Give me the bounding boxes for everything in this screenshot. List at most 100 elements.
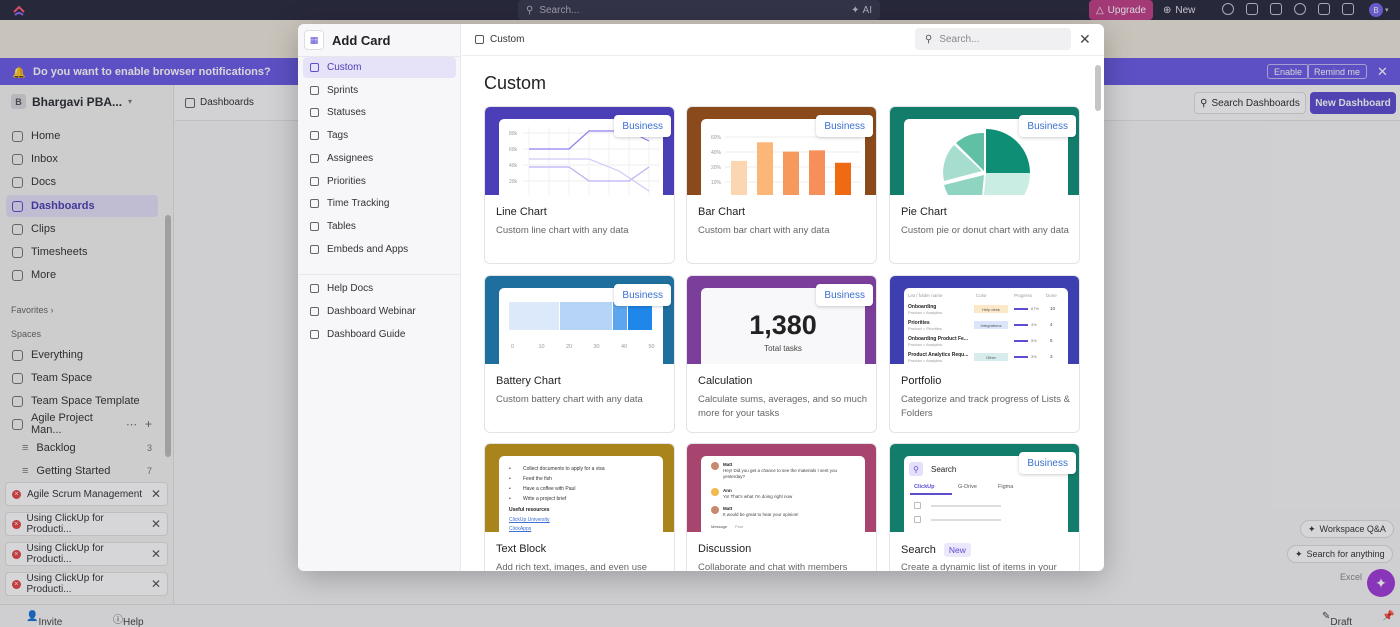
check-circle-icon[interactable] — [1222, 3, 1234, 15]
excel-chip[interactable]: Excel — [1340, 572, 1363, 582]
ai-fab-button[interactable]: ✦ — [1367, 569, 1395, 597]
card-line-chart[interactable]: 80k 60k 40k 20k Business Line Chart Custom lin… — [484, 106, 675, 264]
close-icon[interactable]: ✕ — [150, 487, 161, 501]
more-dots-icon[interactable]: ⋯ — [125, 418, 137, 431]
close-icon[interactable]: ✕ — [150, 547, 161, 561]
space-icon — [12, 372, 23, 384]
card-text-block[interactable]: • Collect documents to apply for a visa • F… — [484, 443, 675, 571]
plus-icon[interactable]: + — [144, 417, 152, 431]
card-search[interactable]: ⚲ Search ClickUp G-Drive Figma Business Search… — [889, 443, 1080, 571]
resource-dashboard-webinar[interactable]: Dashboard Webinar — [303, 301, 456, 322]
close-icon[interactable]: ✕ — [150, 577, 161, 591]
space-item[interactable]: Team Space Template — [6, 390, 158, 412]
workspace-qa-button[interactable]: ✦ Workspace Q&A — [1300, 520, 1394, 538]
minimized-tab[interactable]: × Agile Scrum Management ✕ — [5, 482, 168, 506]
sidebar-item-timesheets[interactable]: Timesheets — [6, 241, 158, 263]
category-tables[interactable]: Tables — [303, 216, 456, 237]
modal-breadcrumb: Custom — [475, 34, 524, 45]
close-icon[interactable]: ✕ — [150, 517, 161, 531]
row-tag: Other — [974, 353, 1008, 361]
card-title: Bar Chart — [698, 206, 746, 218]
close-icon[interactable]: ✕ — [1377, 64, 1388, 79]
video-icon[interactable] — [1270, 3, 1282, 15]
category-tags[interactable]: Tags — [303, 125, 456, 146]
card-pie-chart[interactable]: Business Pie Chart Custom pie or donut cha… — [889, 106, 1080, 264]
top-bar: ⚲ Search... ✦ AI △ Upgrade ⊕ New B ▾ — [0, 0, 1400, 20]
card-portfolio[interactable]: List / folder name Color Progress Done Onboa… — [889, 275, 1080, 433]
invite-button[interactable]: 👤 Invite — [26, 611, 63, 627]
global-search-input[interactable]: ⚲ Search... ✦ AI — [518, 0, 880, 20]
list-item[interactable]: ≡ Getting Started 7 — [22, 465, 152, 477]
series-line — [529, 158, 650, 192]
card-calculation[interactable]: 1,380 Total tasks Business Calculation Calcu… — [686, 275, 877, 433]
thumbnail-preview: Matt Hey! Did you get a chance to see the… — [701, 456, 865, 532]
alarm-icon[interactable] — [1294, 3, 1306, 15]
upgrade-button[interactable]: △ Upgrade — [1089, 0, 1153, 20]
tick-label: 40k — [509, 163, 518, 169]
draft-button[interactable]: ✎ Draft — [1322, 611, 1353, 627]
modal-title: ▦ Add Card — [304, 30, 391, 50]
row-done: 5 — [1050, 338, 1053, 343]
category-time-tracking[interactable]: Time Tracking — [303, 193, 456, 214]
category-assignees[interactable]: Assignees — [303, 148, 456, 169]
sidebar-item-home[interactable]: Home — [6, 125, 158, 147]
new-dashboard-button[interactable]: New Dashboard — [1310, 92, 1396, 114]
row-path: Product > Priorities — [908, 326, 942, 331]
docs-icon[interactable] — [1246, 3, 1258, 15]
clickup-logo-icon[interactable] — [12, 3, 26, 17]
priorities-icon — [310, 176, 319, 186]
card-thumbnail: ⚲ Search ClickUp G-Drive Figma Business — [890, 444, 1079, 532]
minimized-tab[interactable]: × Using ClickUp for Producti... ✕ — [5, 542, 168, 566]
card-bar-chart[interactable]: 60% 40% 20% 10% Business Bar Chart Custom bar … — [686, 106, 877, 264]
ai-button[interactable]: ✦ AI — [851, 4, 872, 16]
space-item[interactable]: Team Space — [6, 367, 158, 389]
apps-grid-icon[interactable] — [1342, 3, 1354, 15]
sidebar-item-dashboards[interactable]: Dashboards — [6, 195, 158, 217]
row-name: Onboarding — [908, 304, 937, 310]
sidebar-item-inbox[interactable]: Inbox — [6, 148, 158, 170]
tick-label: 20% — [711, 165, 722, 171]
close-icon[interactable]: ✕ — [1079, 31, 1091, 47]
category-priorities[interactable]: Priorities — [303, 171, 456, 192]
workspace-switcher[interactable]: B Bhargavi PBA... ▾ — [11, 94, 132, 109]
user-avatar[interactable]: B ▾ — [1369, 2, 1393, 18]
list-item[interactable]: ≡ Backlog 3 — [22, 442, 152, 454]
error-icon: × — [12, 519, 21, 529]
favorites-header[interactable]: Favorites › — [11, 305, 54, 315]
space-item[interactable]: Everything — [6, 344, 158, 366]
breadcrumb[interactable]: Dashboards — [185, 97, 254, 108]
help-docs-icon — [310, 284, 319, 293]
sidebar-item-clips[interactable]: Clips — [6, 218, 158, 240]
category-sidebar: ▦ Add Card Custom Sprints Statuses Tags Assi… — [298, 24, 461, 571]
category-sprints[interactable]: Sprints — [303, 80, 456, 101]
add-card-modal: ▦ Add Card Custom Sprints Statuses Tags Assi… — [298, 24, 1104, 571]
modal-search-input[interactable]: ⚲ Search... — [915, 28, 1071, 50]
modal-scrollbar[interactable] — [1095, 65, 1101, 111]
sidebar-scrollbar[interactable] — [165, 215, 171, 457]
category-statuses[interactable]: Statuses — [303, 102, 456, 123]
category-custom[interactable]: Custom — [303, 57, 456, 78]
pie-chart-preview — [943, 129, 1031, 195]
sidebar-item-docs[interactable]: Docs — [6, 171, 158, 193]
enable-notifications-button[interactable]: Enable — [1267, 64, 1310, 79]
search-dashboards-button[interactable]: ⚲ Search Dashboards — [1194, 92, 1306, 114]
sidebar-item-more[interactable]: More — [6, 264, 158, 286]
help-button[interactable]: ⓘ Help — [113, 615, 144, 627]
search-anything-button[interactable]: ✦ Search for anything — [1287, 545, 1393, 563]
card-title: Search New — [901, 543, 971, 557]
card-battery-chart[interactable]: 0 10 20 30 40 50 Business Battery Chart Custom b… — [484, 275, 675, 433]
divider — [298, 56, 461, 57]
pin-icon[interactable]: 📌 — [1382, 611, 1395, 622]
remind-me-button[interactable]: Remind me — [1307, 64, 1368, 79]
list-icon: ≡ — [22, 465, 29, 477]
space-item[interactable]: Agile Project Man... ⋯ + — [6, 412, 158, 436]
resource-dashboard-guide[interactable]: Dashboard Guide — [303, 324, 456, 345]
notepad-icon[interactable] — [1318, 3, 1330, 15]
resource-help-docs[interactable]: Help Docs — [303, 278, 456, 299]
new-button[interactable]: ⊕ New — [1163, 4, 1196, 16]
minimized-tab[interactable]: × Using ClickUp for Producti... ✕ — [5, 512, 168, 536]
category-embeds-and-apps[interactable]: Embeds and Apps — [303, 239, 456, 260]
minimized-tab[interactable]: × Using ClickUp for Producti... ✕ — [5, 572, 168, 596]
card-description: Collaborate and chat with members — [698, 562, 848, 571]
card-discussion[interactable]: Matt Hey! Did you get a chance to see the… — [686, 443, 877, 571]
